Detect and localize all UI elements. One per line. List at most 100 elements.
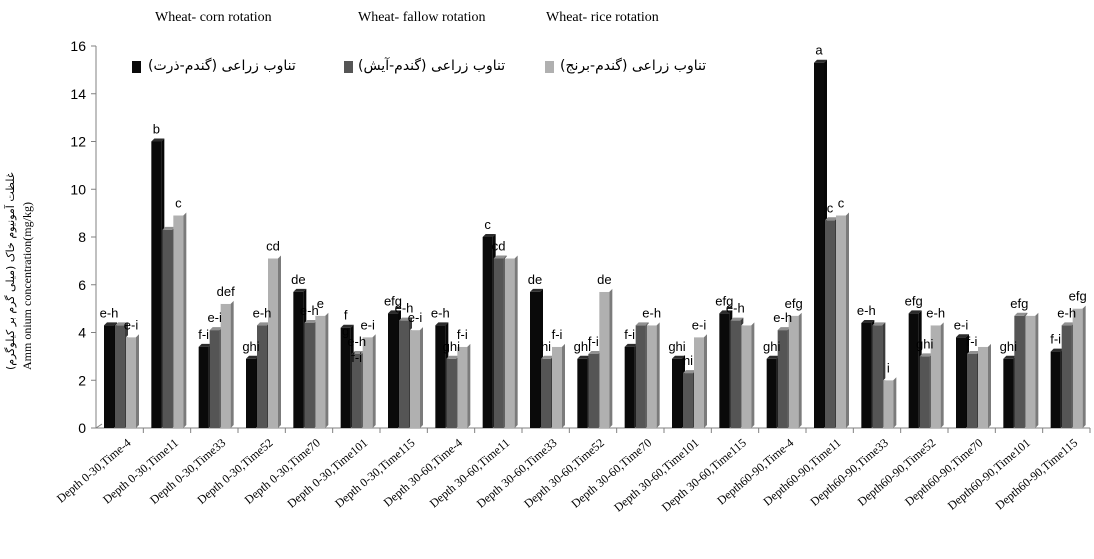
significance-label: e-i — [124, 317, 139, 332]
legend-swatch-fallow — [344, 61, 353, 73]
bar-top-face — [683, 370, 696, 374]
significance-label: f — [344, 308, 348, 323]
bar — [351, 353, 362, 428]
bar — [293, 291, 304, 428]
y-tick-label: 2 — [78, 372, 86, 388]
significance-label: f-i — [967, 334, 978, 349]
bar — [482, 237, 493, 428]
bar-top-face — [457, 343, 471, 347]
bar-top-face — [766, 355, 780, 359]
bar — [162, 229, 173, 428]
bar-top-face — [1050, 348, 1064, 352]
header-wheat-corn: Wheat- corn rotation — [155, 10, 272, 25]
bar-top-face — [719, 310, 733, 314]
bar — [588, 353, 599, 428]
bar-top-face — [788, 312, 802, 316]
bar-top-face — [304, 319, 318, 323]
significance-label: e-h — [431, 305, 450, 320]
bar — [883, 380, 894, 428]
bar-top-face — [268, 255, 281, 259]
significance-label: de — [528, 272, 542, 287]
significance-label: e-i — [207, 310, 222, 325]
significance-label: f-i — [588, 334, 599, 349]
significance-label: def — [217, 284, 235, 299]
bar-side-face — [893, 377, 897, 428]
bar-side-face — [798, 312, 802, 428]
header-wheat-fallow: Wheat- fallow rotation — [358, 10, 486, 25]
x-axis-floor-edge — [95, 423, 103, 429]
bar — [541, 358, 551, 428]
significance-label: e-h — [395, 301, 414, 316]
significance-label: f-i — [1050, 332, 1061, 347]
bar-top-face — [530, 288, 543, 292]
bar — [624, 346, 635, 428]
y-tick-label: 6 — [78, 277, 86, 293]
y-tick-label: 12 — [70, 134, 86, 150]
bar — [257, 325, 267, 428]
bar-side-face — [325, 312, 329, 428]
bar-top-face — [599, 288, 613, 292]
x-tick-label: Depth 30-60,Time52 — [521, 436, 607, 511]
bar — [635, 325, 646, 428]
significance-label: ghi — [574, 339, 591, 354]
x-tick-label: Depth 30-60,Time101 — [611, 436, 701, 515]
significance-label: i — [887, 360, 890, 375]
bar-top-face — [577, 355, 591, 359]
bar-side-face — [183, 212, 187, 428]
significance-label: ghi — [916, 336, 933, 351]
bar-top-face — [861, 319, 875, 323]
significance-label: ghi — [1000, 339, 1017, 354]
significance-label: c — [838, 196, 845, 211]
legend-swatch-rice — [545, 61, 554, 73]
x-tick-label: Depth60-90,Time101 — [945, 436, 1033, 513]
bar — [861, 322, 872, 428]
significance-label: cd — [266, 238, 280, 253]
bar — [446, 358, 457, 428]
bar-top-face — [978, 343, 991, 347]
significance-label: hi — [683, 353, 693, 368]
bar-top-face — [588, 350, 602, 354]
significance-label: e-h — [253, 305, 272, 320]
bar — [694, 337, 704, 428]
bar-side-face — [278, 255, 281, 428]
significance-label: ghi — [443, 339, 460, 354]
y-tick-label: 4 — [78, 325, 86, 341]
bar — [504, 258, 515, 428]
bar — [315, 315, 326, 428]
bar-top-face — [257, 322, 270, 326]
bar-top-face — [351, 350, 365, 354]
bar-top-face — [672, 355, 685, 359]
significance-label: e — [317, 296, 324, 311]
significance-label: b — [153, 122, 160, 137]
significance-label: ghi — [763, 339, 780, 354]
legend-label-rice: تناوب زراعی (گندم-برنج) — [560, 58, 707, 74]
bar-top-face — [908, 310, 922, 314]
bar-top-face — [198, 343, 212, 347]
bar — [577, 358, 588, 428]
bar — [493, 258, 504, 428]
bar-top-face — [919, 353, 933, 357]
significance-label: ghi — [668, 339, 685, 354]
significance-label: f-i — [351, 350, 362, 365]
bar-side-face — [230, 300, 234, 428]
significance-label: e-h — [1057, 305, 1076, 320]
bar-top-face — [872, 322, 886, 326]
bar — [908, 313, 919, 428]
significance-label: efg — [905, 293, 923, 308]
significance-label: e-i — [692, 317, 707, 332]
significance-label: e-h — [347, 334, 366, 349]
bar — [268, 258, 278, 428]
bar-top-face — [162, 226, 176, 230]
significance-label: e-h — [300, 303, 319, 318]
bar — [340, 327, 351, 428]
bar — [1025, 315, 1036, 428]
bar-top-face — [730, 317, 744, 321]
significance-label: e-i — [954, 317, 969, 332]
bar — [730, 320, 741, 428]
legend-label-fallow: تناوب زراعی (گندم-آیش) — [358, 58, 506, 74]
bar — [836, 215, 846, 428]
significance-label: c — [827, 200, 834, 215]
bar-top-face — [883, 377, 897, 381]
